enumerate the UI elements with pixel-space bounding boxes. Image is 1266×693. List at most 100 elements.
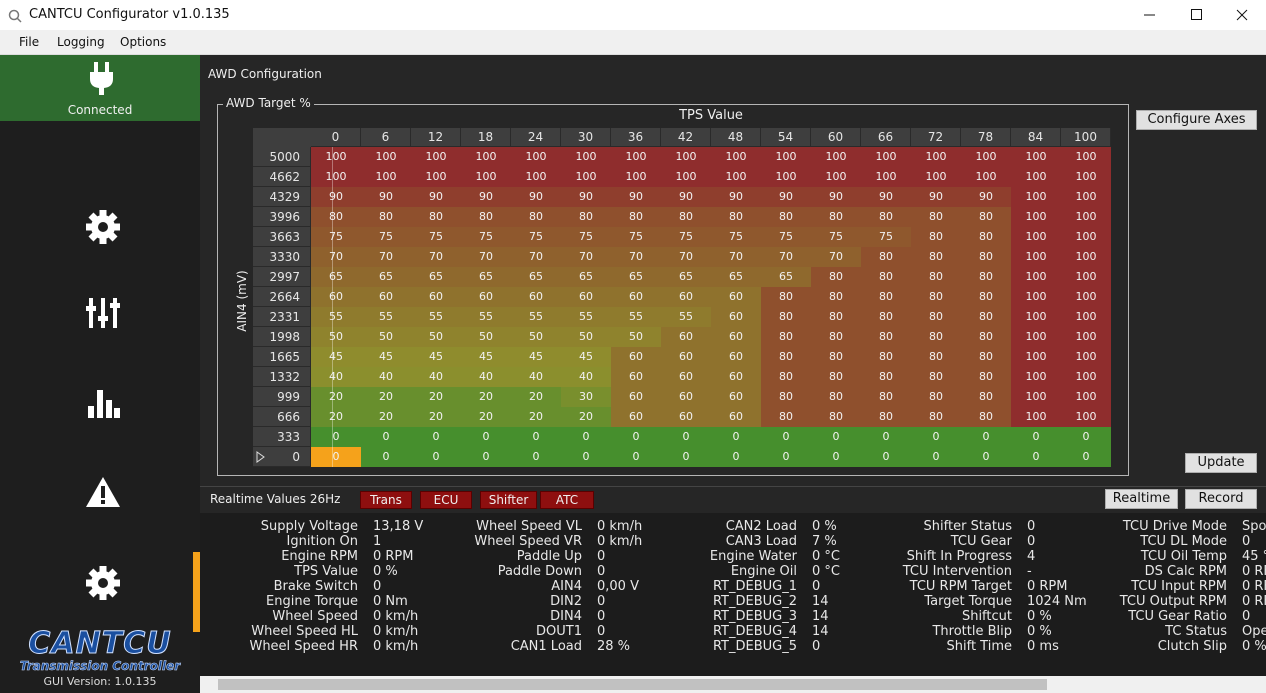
table-cell[interactable]: 100 bbox=[561, 167, 611, 187]
table-cell[interactable]: 80 bbox=[811, 207, 861, 227]
table-cell[interactable]: 50 bbox=[611, 327, 661, 347]
table-cell[interactable]: 100 bbox=[1011, 207, 1061, 227]
table-cell[interactable]: 75 bbox=[761, 227, 811, 247]
table-cell[interactable]: 0 bbox=[861, 447, 911, 467]
table-cell[interactable]: 70 bbox=[811, 247, 861, 267]
table-cell[interactable]: 80 bbox=[811, 267, 861, 287]
selected-cell[interactable]: 0 bbox=[311, 447, 361, 467]
table-cell[interactable]: 0 bbox=[961, 427, 1011, 447]
table-cell[interactable]: 100 bbox=[1011, 267, 1061, 287]
table-cell[interactable]: 65 bbox=[611, 267, 661, 287]
table-cell[interactable]: 80 bbox=[661, 207, 711, 227]
table-cell[interactable]: 100 bbox=[1011, 307, 1061, 327]
table-cell[interactable]: 80 bbox=[811, 407, 861, 427]
table-cell[interactable]: 20 bbox=[511, 407, 561, 427]
table-cell[interactable]: 70 bbox=[561, 247, 611, 267]
table-cell[interactable]: 60 bbox=[611, 287, 661, 307]
table-cell[interactable]: 100 bbox=[611, 167, 661, 187]
table-cell[interactable]: 90 bbox=[811, 187, 861, 207]
table-cell[interactable]: 65 bbox=[761, 267, 811, 287]
table-cell[interactable]: 20 bbox=[461, 407, 511, 427]
table-cell[interactable]: 80 bbox=[861, 287, 911, 307]
table-cell[interactable]: 100 bbox=[1061, 247, 1111, 267]
table-cell[interactable]: 0 bbox=[761, 447, 811, 467]
table-cell[interactable]: 60 bbox=[611, 407, 661, 427]
table-cell[interactable]: 65 bbox=[711, 267, 761, 287]
table-cell[interactable]: 75 bbox=[361, 227, 411, 247]
table-cell[interactable]: 100 bbox=[761, 167, 811, 187]
table-cell[interactable]: 80 bbox=[861, 387, 911, 407]
menu-item[interactable]: Logging bbox=[57, 35, 105, 49]
table-cell[interactable]: 100 bbox=[1061, 187, 1111, 207]
table-cell[interactable]: 100 bbox=[1011, 147, 1061, 167]
table-cell[interactable]: 80 bbox=[761, 207, 811, 227]
table-cell[interactable]: 100 bbox=[311, 147, 361, 167]
table-cell[interactable]: 60 bbox=[711, 347, 761, 367]
table-cell[interactable]: 80 bbox=[761, 387, 811, 407]
table-cell[interactable]: 70 bbox=[711, 247, 761, 267]
table-cell[interactable]: 45 bbox=[411, 347, 461, 367]
table-cell[interactable]: 20 bbox=[411, 407, 461, 427]
table-cell[interactable]: 40 bbox=[561, 367, 611, 387]
table-cell[interactable]: 45 bbox=[361, 347, 411, 367]
table-cell[interactable]: 100 bbox=[811, 147, 861, 167]
table-cell[interactable]: 55 bbox=[511, 307, 561, 327]
table-cell[interactable]: 100 bbox=[661, 167, 711, 187]
table-cell[interactable]: 80 bbox=[911, 207, 961, 227]
table-cell[interactable]: 80 bbox=[761, 367, 811, 387]
table-cell[interactable]: 80 bbox=[911, 267, 961, 287]
table-cell[interactable]: 50 bbox=[411, 327, 461, 347]
table-cell[interactable]: 90 bbox=[361, 187, 411, 207]
table-cell[interactable]: 50 bbox=[311, 327, 361, 347]
table-cell[interactable]: 40 bbox=[361, 367, 411, 387]
table-cell[interactable]: 80 bbox=[961, 307, 1011, 327]
table-cell[interactable]: 70 bbox=[361, 247, 411, 267]
table-cell[interactable]: 60 bbox=[711, 287, 761, 307]
table-cell[interactable]: 0 bbox=[611, 427, 661, 447]
table-cell[interactable]: 100 bbox=[1011, 247, 1061, 267]
table-cell[interactable]: 20 bbox=[461, 387, 511, 407]
table-cell[interactable]: 55 bbox=[461, 307, 511, 327]
table-cell[interactable]: 80 bbox=[761, 307, 811, 327]
table-cell[interactable]: 100 bbox=[811, 167, 861, 187]
table-cell[interactable]: 60 bbox=[661, 327, 711, 347]
table-cell[interactable]: 80 bbox=[911, 327, 961, 347]
table-cell[interactable]: 90 bbox=[611, 187, 661, 207]
table-cell[interactable]: 80 bbox=[611, 207, 661, 227]
table-cell[interactable]: 80 bbox=[861, 347, 911, 367]
table-cell[interactable]: 0 bbox=[911, 427, 961, 447]
table-cell[interactable]: 75 bbox=[711, 227, 761, 247]
table-cell[interactable]: 45 bbox=[561, 347, 611, 367]
table-cell[interactable]: 100 bbox=[1061, 367, 1111, 387]
table-cell[interactable]: 100 bbox=[1011, 387, 1061, 407]
table-cell[interactable]: 75 bbox=[561, 227, 611, 247]
table-cell[interactable]: 75 bbox=[411, 227, 461, 247]
table-cell[interactable]: 20 bbox=[361, 387, 411, 407]
table-cell[interactable]: 75 bbox=[661, 227, 711, 247]
table-cell[interactable]: 100 bbox=[611, 147, 661, 167]
table-cell[interactable]: 40 bbox=[311, 367, 361, 387]
table-cell[interactable]: 80 bbox=[961, 407, 1011, 427]
table-cell[interactable]: 80 bbox=[811, 327, 861, 347]
table-cell[interactable]: 80 bbox=[861, 367, 911, 387]
table-cell[interactable]: 100 bbox=[1061, 147, 1111, 167]
table-cell[interactable]: 100 bbox=[361, 167, 411, 187]
table-cell[interactable]: 80 bbox=[911, 387, 961, 407]
table-cell[interactable]: 100 bbox=[1061, 227, 1111, 247]
table-cell[interactable]: 50 bbox=[561, 327, 611, 347]
table-cell[interactable]: 0 bbox=[1011, 427, 1061, 447]
table-cell[interactable]: 100 bbox=[1061, 207, 1111, 227]
table-cell[interactable]: 60 bbox=[711, 327, 761, 347]
table-cell[interactable]: 60 bbox=[661, 367, 711, 387]
table-cell[interactable]: 60 bbox=[711, 387, 761, 407]
table-cell[interactable]: 20 bbox=[511, 387, 561, 407]
table-cell[interactable]: 55 bbox=[611, 307, 661, 327]
table-cell[interactable]: 65 bbox=[661, 267, 711, 287]
table-cell[interactable]: 100 bbox=[1061, 167, 1111, 187]
scrollbar-thumb[interactable] bbox=[218, 679, 1047, 690]
table-cell[interactable]: 70 bbox=[761, 247, 811, 267]
table-cell[interactable]: 40 bbox=[511, 367, 561, 387]
table-cell[interactable]: 100 bbox=[1061, 327, 1111, 347]
table-cell[interactable]: 80 bbox=[961, 247, 1011, 267]
table-cell[interactable]: 60 bbox=[711, 407, 761, 427]
